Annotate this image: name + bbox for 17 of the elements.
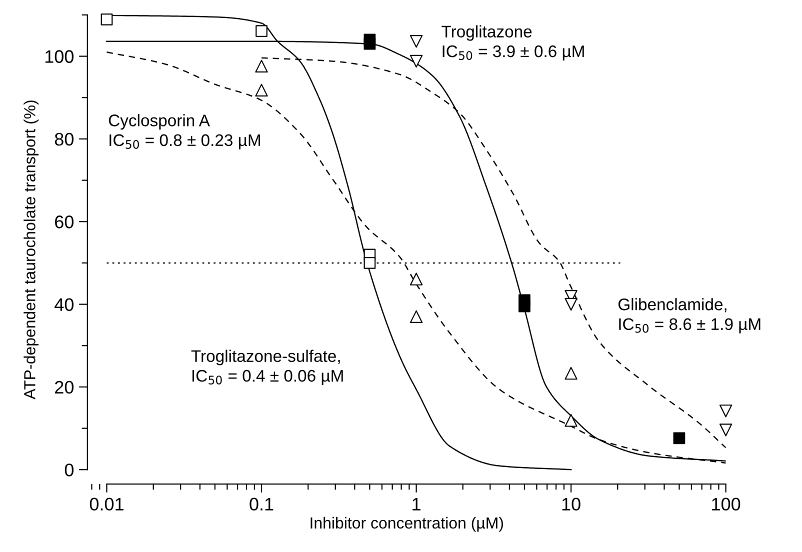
y-tick-label: 20 bbox=[55, 380, 74, 394]
annotation: Troglitazone IC$_{50}$ = 3.9 ± 0.6 µM bbox=[442, 25, 584, 61]
y-tick-label: 60 bbox=[55, 216, 74, 228]
y-tick-label: 0 bbox=[64, 464, 74, 476]
annotation: Glibenclamide, IC$_{50}$ = 8.6 ± 1.9 µM bbox=[618, 298, 760, 334]
y-tick-label: 40 bbox=[54, 298, 74, 311]
x-tick-label: 1 bbox=[412, 498, 420, 510]
x-tick-label: 10 bbox=[562, 498, 580, 511]
y-tick-label: 100 bbox=[45, 50, 74, 63]
x-tick-label: 100 bbox=[712, 498, 740, 511]
y-axis-title: ATP-dependent taurocholate transport (%) bbox=[24, 100, 39, 400]
x-tick-label: 0.1 bbox=[250, 498, 274, 511]
x-axis-title: Inhibitor concentration (µM) bbox=[310, 516, 503, 532]
y-tick-label: 80 bbox=[54, 132, 74, 146]
annotation: Troglitazone-sulfate, IC$_{50}$ = 0.4 ± 0.06 µM bbox=[191, 350, 343, 386]
x-tick-label: 0.01 bbox=[90, 498, 124, 511]
annotation: Cyclosporin A IC$_{50}$ = 0.8 ± 0.23 µM bbox=[108, 114, 260, 150]
